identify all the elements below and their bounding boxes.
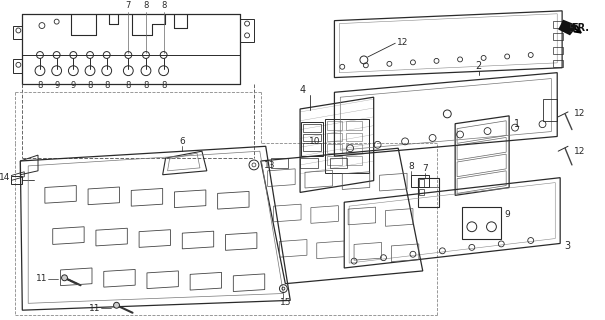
Text: 4: 4 — [300, 85, 306, 95]
Text: 8: 8 — [126, 81, 131, 90]
Bar — [346, 156, 362, 165]
Bar — [327, 132, 342, 141]
Bar — [325, 119, 369, 173]
Text: 7: 7 — [422, 164, 428, 173]
Bar — [240, 19, 254, 42]
Text: 9: 9 — [71, 81, 76, 90]
Bar — [10, 176, 22, 184]
Bar — [330, 158, 347, 168]
Bar — [419, 189, 424, 195]
Text: 13: 13 — [264, 161, 275, 170]
Text: FR.: FR. — [571, 22, 589, 33]
Text: 1: 1 — [514, 119, 520, 129]
Bar — [327, 121, 342, 130]
Text: 8: 8 — [143, 1, 149, 10]
Text: 11: 11 — [36, 274, 48, 283]
Text: 9: 9 — [54, 81, 59, 90]
Bar — [303, 143, 321, 151]
Text: 8: 8 — [408, 162, 414, 171]
Bar — [303, 133, 321, 141]
Bar — [418, 178, 439, 207]
Bar — [411, 175, 429, 187]
Text: 14: 14 — [0, 173, 10, 182]
Bar — [554, 21, 563, 28]
Text: 11: 11 — [90, 304, 101, 313]
Bar — [554, 60, 563, 67]
Text: 10: 10 — [309, 137, 321, 146]
Text: 8: 8 — [87, 81, 93, 90]
Text: 15: 15 — [280, 299, 291, 308]
Text: 3: 3 — [564, 242, 571, 252]
Bar — [300, 158, 318, 168]
Bar — [554, 47, 563, 54]
Bar — [303, 124, 321, 132]
Text: 7: 7 — [126, 1, 131, 10]
Text: 8: 8 — [104, 81, 110, 90]
Text: 12: 12 — [574, 147, 585, 156]
Bar — [346, 144, 362, 153]
Text: 8: 8 — [143, 81, 149, 90]
Bar — [13, 59, 22, 73]
Circle shape — [62, 275, 67, 281]
Bar — [13, 26, 22, 39]
Text: 5: 5 — [568, 24, 574, 34]
Bar — [327, 156, 342, 165]
Bar — [462, 207, 502, 238]
Polygon shape — [558, 20, 578, 36]
Bar — [554, 33, 563, 40]
Circle shape — [114, 302, 119, 308]
Bar — [270, 158, 289, 168]
Text: 8: 8 — [161, 1, 166, 10]
Bar — [301, 122, 322, 156]
Text: 8: 8 — [38, 81, 43, 90]
Text: 8: 8 — [161, 81, 166, 90]
Bar — [419, 179, 424, 187]
Text: 12: 12 — [574, 109, 585, 118]
Bar — [346, 121, 362, 130]
Text: 6: 6 — [180, 137, 185, 146]
Bar — [346, 132, 362, 141]
Bar — [543, 99, 557, 121]
Text: 12: 12 — [397, 38, 408, 47]
Bar — [327, 144, 342, 153]
Text: 9: 9 — [504, 210, 510, 219]
Text: 2: 2 — [476, 61, 482, 71]
